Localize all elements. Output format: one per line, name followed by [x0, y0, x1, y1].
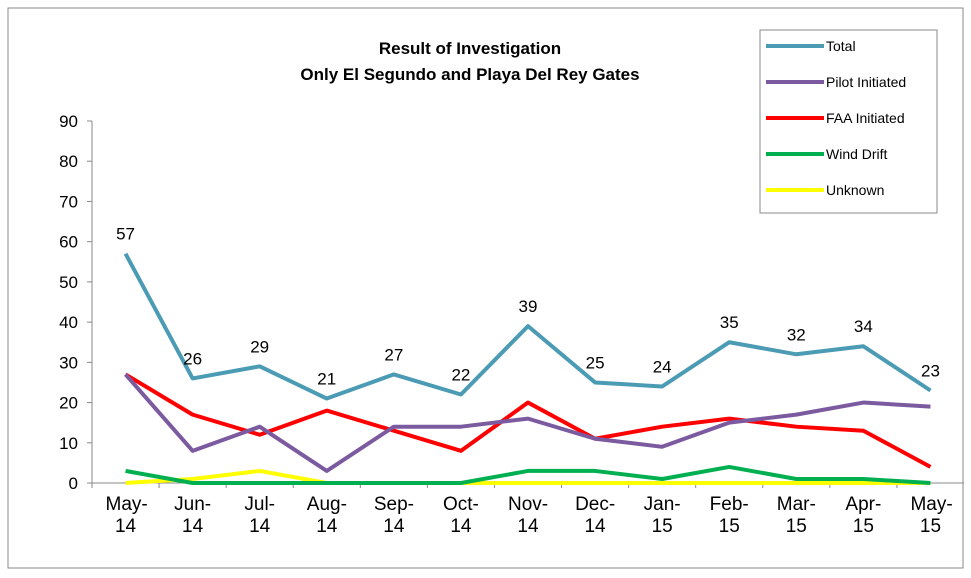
y-tick-label: 0	[69, 474, 78, 493]
x-tick-label: Jan-15	[643, 494, 681, 537]
series-line	[124, 373, 931, 473]
legend-label: Pilot Initiated	[826, 74, 906, 90]
y-tick-label: 90	[59, 112, 78, 131]
x-tick-label: Sep-14	[373, 494, 414, 537]
y-tick-label: 30	[59, 353, 78, 372]
data-label: 35	[720, 313, 739, 332]
x-tick-label: May-15	[910, 494, 953, 537]
y-tick-label: 40	[59, 313, 78, 332]
y-tick-label: 20	[59, 394, 78, 413]
data-label: 24	[653, 357, 672, 376]
data-label: 27	[384, 345, 403, 364]
x-tick-label: Dec-14	[575, 494, 616, 537]
series-line	[123, 252, 932, 401]
x-tick-label: May-14	[105, 494, 148, 537]
series-line	[125, 464, 931, 485]
legend-label: Unknown	[826, 182, 884, 198]
y-tick-label: 50	[59, 273, 78, 292]
data-label: 39	[519, 297, 538, 316]
series-line	[124, 372, 932, 469]
legend-label: FAA Initiated	[826, 110, 905, 126]
y-tick-label: 60	[59, 233, 78, 252]
legend-box	[759, 29, 938, 214]
x-tick-label: Feb-15	[709, 494, 749, 537]
data-label: 22	[451, 366, 470, 385]
x-tick-label: Aug-14	[306, 494, 347, 537]
data-label: 23	[921, 361, 940, 380]
x-tick-label: Apr-15	[845, 494, 882, 537]
y-tick-label: 10	[59, 434, 78, 453]
data-label: 25	[586, 353, 605, 372]
data-label: 57	[116, 225, 135, 244]
x-tick-label: Jun-14	[174, 494, 212, 537]
data-label: 34	[854, 317, 873, 336]
x-tick-label: Mar-15	[776, 494, 816, 537]
y-tick-label: 80	[59, 152, 78, 171]
x-tick-label: Jul-14	[244, 494, 275, 537]
legend-label: Wind Drift	[826, 146, 888, 162]
legend-label: Total	[826, 38, 856, 54]
x-tick-label: Nov-14	[508, 494, 549, 537]
chart-title: Result of Investigation	[379, 39, 561, 58]
data-label: 29	[250, 337, 269, 356]
data-label: 21	[317, 370, 336, 389]
y-tick-label: 70	[59, 192, 78, 211]
x-tick-label: Oct-14	[442, 494, 479, 537]
data-label: 32	[787, 325, 806, 344]
series-line	[125, 468, 931, 485]
data-label: 26	[183, 349, 202, 368]
chart-subtitle: Only El Segundo and Playa Del Rey Gates	[300, 65, 639, 84]
